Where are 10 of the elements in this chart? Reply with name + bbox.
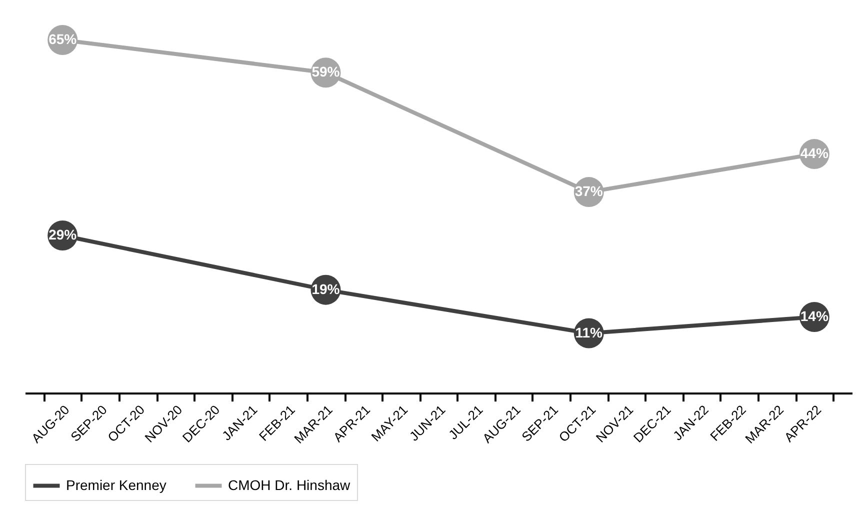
data-label: 65%: [48, 31, 78, 47]
data-label: 11%: [575, 324, 604, 340]
legend-label: Premier Kenney: [66, 476, 166, 493]
legend-label: CMOH Dr. Hinshaw: [228, 476, 352, 493]
data-label: 29%: [48, 226, 78, 243]
data-label: 37%: [574, 183, 604, 200]
data-label: 59%: [312, 64, 340, 80]
data-label: 19%: [312, 280, 340, 297]
data-label: 44%: [800, 145, 829, 162]
data-label: 14%: [800, 308, 829, 324]
